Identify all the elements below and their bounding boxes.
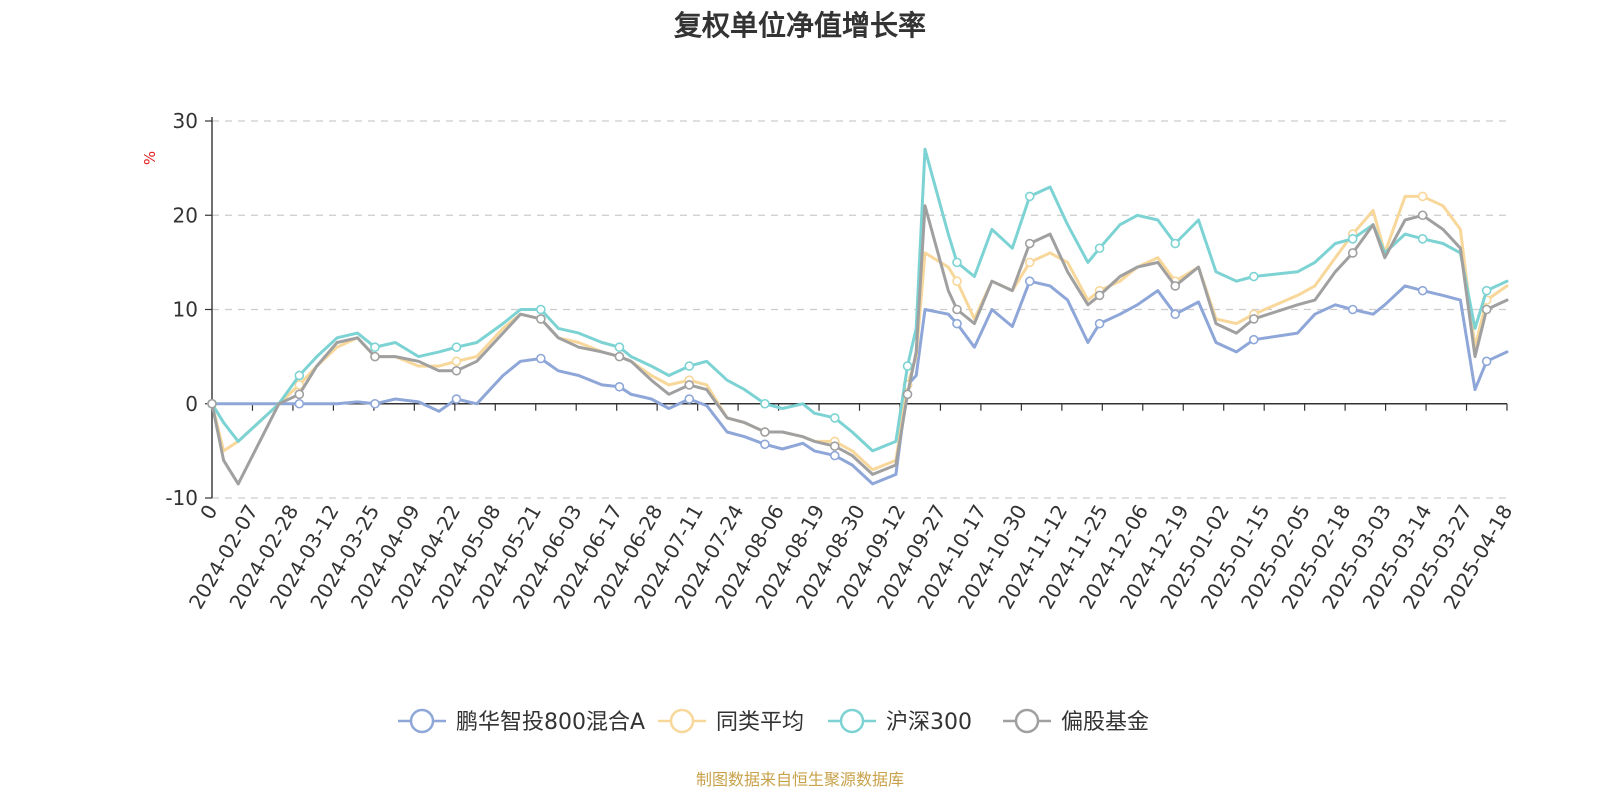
y-tick-label: 10 bbox=[173, 298, 198, 322]
series-point bbox=[536, 314, 546, 324]
series-point bbox=[1094, 243, 1105, 254]
series-line-0 bbox=[210, 279, 1509, 486]
series-point bbox=[760, 439, 770, 450]
legend-item-2[interactable]: 沪深300 bbox=[828, 708, 972, 735]
series-point bbox=[614, 342, 625, 353]
legend-label: 鹏华智投800混合A bbox=[456, 710, 645, 735]
y-axis-unit: % bbox=[141, 151, 159, 165]
series-point bbox=[370, 342, 380, 353]
series-point bbox=[1170, 238, 1181, 249]
legend-circle-icon bbox=[669, 708, 695, 734]
series-point bbox=[451, 356, 462, 367]
series-point bbox=[902, 361, 913, 371]
series-point bbox=[1481, 285, 1492, 296]
series-point bbox=[614, 351, 625, 362]
series-point bbox=[294, 398, 305, 409]
series-point bbox=[1024, 191, 1035, 202]
series-point bbox=[829, 413, 840, 423]
legend-item-1[interactable]: 同类平均 bbox=[658, 708, 804, 735]
series-point bbox=[684, 361, 695, 371]
series-point bbox=[1347, 248, 1358, 258]
series-point bbox=[451, 342, 462, 353]
series-point bbox=[536, 304, 546, 315]
series-point bbox=[1170, 281, 1181, 291]
series-point bbox=[294, 389, 305, 400]
series-point bbox=[1417, 210, 1428, 221]
series-point bbox=[952, 276, 962, 287]
legend-label: 同类平均 bbox=[716, 710, 804, 735]
series-point bbox=[614, 381, 625, 392]
series-point bbox=[952, 304, 962, 315]
line-chart: -100102030%02024-02-072024-02-282024-03-… bbox=[141, 109, 1517, 735]
series-point bbox=[451, 365, 462, 376]
series-line-2 bbox=[210, 147, 1509, 453]
series-point bbox=[760, 427, 770, 437]
series-point bbox=[1094, 290, 1105, 301]
series-line-3 bbox=[210, 204, 1509, 486]
series-point bbox=[1170, 309, 1181, 320]
series-point bbox=[1417, 234, 1428, 244]
series-point bbox=[1024, 276, 1035, 287]
source-note: 制图数据来自恒生聚源数据库 bbox=[695, 770, 904, 789]
y-tick-label: 30 bbox=[173, 109, 198, 133]
y-tick-label: 20 bbox=[173, 203, 198, 227]
series-point bbox=[1024, 238, 1035, 249]
series-point bbox=[1347, 234, 1358, 244]
series-point bbox=[294, 370, 305, 381]
legend-label: 偏股基金 bbox=[1061, 710, 1149, 735]
series-point bbox=[370, 351, 380, 362]
series-point bbox=[684, 394, 695, 404]
series-point bbox=[207, 398, 217, 409]
legend: 鹏华智投800混合A 同类平均 沪深300 偏股基金 bbox=[398, 708, 1149, 735]
series-layer bbox=[207, 147, 1509, 486]
axis-layer: -100102030%02024-02-072024-02-282024-03-… bbox=[141, 109, 1517, 613]
series-point bbox=[1481, 304, 1492, 315]
series-point bbox=[1024, 257, 1035, 268]
series-point bbox=[1249, 334, 1259, 345]
series-point bbox=[760, 398, 770, 409]
chart-title: 复权单位净值增长率 bbox=[673, 9, 926, 42]
series-point bbox=[1481, 356, 1492, 367]
legend-item-0[interactable]: 鹏华智投800混合A bbox=[398, 708, 645, 735]
series-line-1 bbox=[210, 194, 1509, 472]
series-point bbox=[902, 389, 913, 400]
grid-layer bbox=[212, 120, 1507, 499]
series-point bbox=[952, 257, 962, 268]
series-point bbox=[294, 380, 305, 390]
legend-label: 沪深300 bbox=[886, 710, 972, 735]
series-point bbox=[829, 450, 840, 461]
series-point bbox=[1417, 191, 1428, 202]
series-point bbox=[1347, 304, 1358, 315]
x-tick-label: 0 bbox=[195, 501, 222, 524]
series-point bbox=[370, 398, 380, 409]
legend-item-3[interactable]: 偏股基金 bbox=[1003, 708, 1149, 735]
series-point bbox=[1249, 271, 1259, 282]
y-tick-label: -10 bbox=[165, 486, 198, 510]
legend-circle-icon bbox=[409, 708, 435, 734]
series-point bbox=[952, 318, 962, 329]
legend-circle-icon bbox=[839, 708, 865, 734]
y-tick-label: 0 bbox=[185, 392, 198, 416]
series-point bbox=[829, 441, 840, 451]
series-point bbox=[451, 394, 462, 404]
series-point bbox=[1094, 318, 1105, 329]
series-point bbox=[1417, 285, 1428, 296]
series-point bbox=[536, 353, 546, 364]
series-point bbox=[1249, 314, 1259, 324]
legend-circle-icon bbox=[1014, 708, 1040, 734]
series-point bbox=[684, 380, 695, 390]
